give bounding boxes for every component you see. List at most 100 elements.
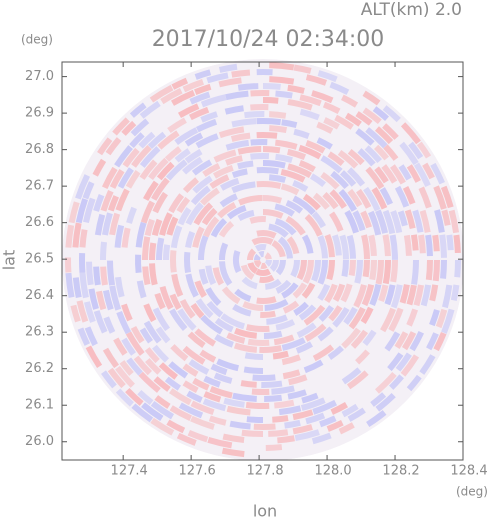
echo-cell [256,118,281,126]
echo-cell [287,99,313,111]
echo-cell [182,177,200,194]
echo-cell [316,137,333,150]
echo-cell [178,103,200,118]
echo-cell [429,309,440,327]
echo-cell [326,419,344,432]
echo-cell [131,403,154,423]
echo-cell [186,390,203,403]
echo-cell [350,329,369,349]
echo-cell [244,352,264,360]
echo-cell [432,234,440,252]
echo-cell [165,159,188,181]
echo-cell [425,234,433,257]
echo-cell [402,186,416,205]
echo-cell [171,273,184,298]
echo-cell [263,330,283,339]
echo-cell [109,168,125,189]
echo-cell [135,254,142,273]
echo-cell [387,352,404,372]
echo-cell [395,352,412,372]
y-tick-label: 26.9 [25,106,54,121]
echo-cell [317,235,328,259]
echo-cell [231,69,251,78]
echo-cell [206,72,229,84]
echo-cell [148,157,169,181]
echo-cell [79,229,88,248]
echo-cell [194,83,212,95]
echo-cell [285,215,306,236]
echo-cell [338,189,357,212]
echo-cell [96,290,107,311]
echo-cell [202,162,221,177]
echo-cell [151,177,170,201]
echo-cell [170,344,189,362]
echo-cell [355,111,373,126]
echo-cell [210,363,228,376]
echo-cell [139,100,161,119]
echo-cell [169,405,192,422]
echo-cell [240,380,257,388]
echo-cell [143,303,157,323]
echo-cell [150,417,175,436]
echo-cell [101,166,118,189]
echo-cell [159,285,174,310]
echo-cell [317,326,334,342]
echo-cell [390,164,406,185]
echo-cell [371,187,388,210]
echo-cell [441,209,451,226]
echo-cell [169,388,192,406]
echo-cell [287,163,312,179]
x-unit: (deg) [456,485,488,499]
echo-cell [299,94,322,107]
echo-cell [419,354,436,375]
echo-cell [182,363,199,377]
echo-cell [274,203,295,217]
echo-cell [380,307,396,333]
echo-cell [312,344,335,362]
echo-cell [411,259,419,285]
echo-cell [256,296,277,304]
echo-cell [262,97,279,104]
echo-cell [293,64,312,74]
echo-cell [284,419,301,429]
echo-cell [262,160,286,169]
echo-cell [112,117,130,136]
echo-cell [191,159,213,176]
echo-cell [247,262,259,274]
echo-cell [102,212,113,236]
echo-cell [262,209,284,219]
echo-cell [305,412,326,425]
echo-cell [213,372,233,384]
echo-cell [225,155,243,166]
echo-cell [189,91,211,105]
echo-cell [304,323,327,342]
echo-cell [441,308,455,334]
x-tick-label: 128.2 [382,464,419,479]
echo-cell [177,308,197,331]
echo-cell [339,234,349,260]
echo-cell [107,367,126,389]
echo-cell [129,102,147,118]
echo-cell [298,144,322,160]
echo-cell [312,399,337,415]
echo-cell [275,259,286,276]
echo-cell [363,186,381,212]
echo-cell [254,253,261,261]
echo-cell [294,429,320,442]
echo-cell [394,185,410,208]
echo-cell [182,78,205,93]
echo-cell [143,180,159,201]
echo-cell [199,349,217,363]
echo-cell [82,181,95,200]
echo-cell [408,141,424,160]
echo-cell [374,166,389,184]
echo-cell [337,150,359,169]
echo-cell [218,77,242,88]
echo-cell [372,106,389,121]
echo-cell [85,345,103,369]
echo-cell [434,209,445,233]
echo-cell [86,261,94,286]
echo-cell [258,251,265,258]
echo-cell [121,303,133,322]
echo-cell [245,402,270,409]
